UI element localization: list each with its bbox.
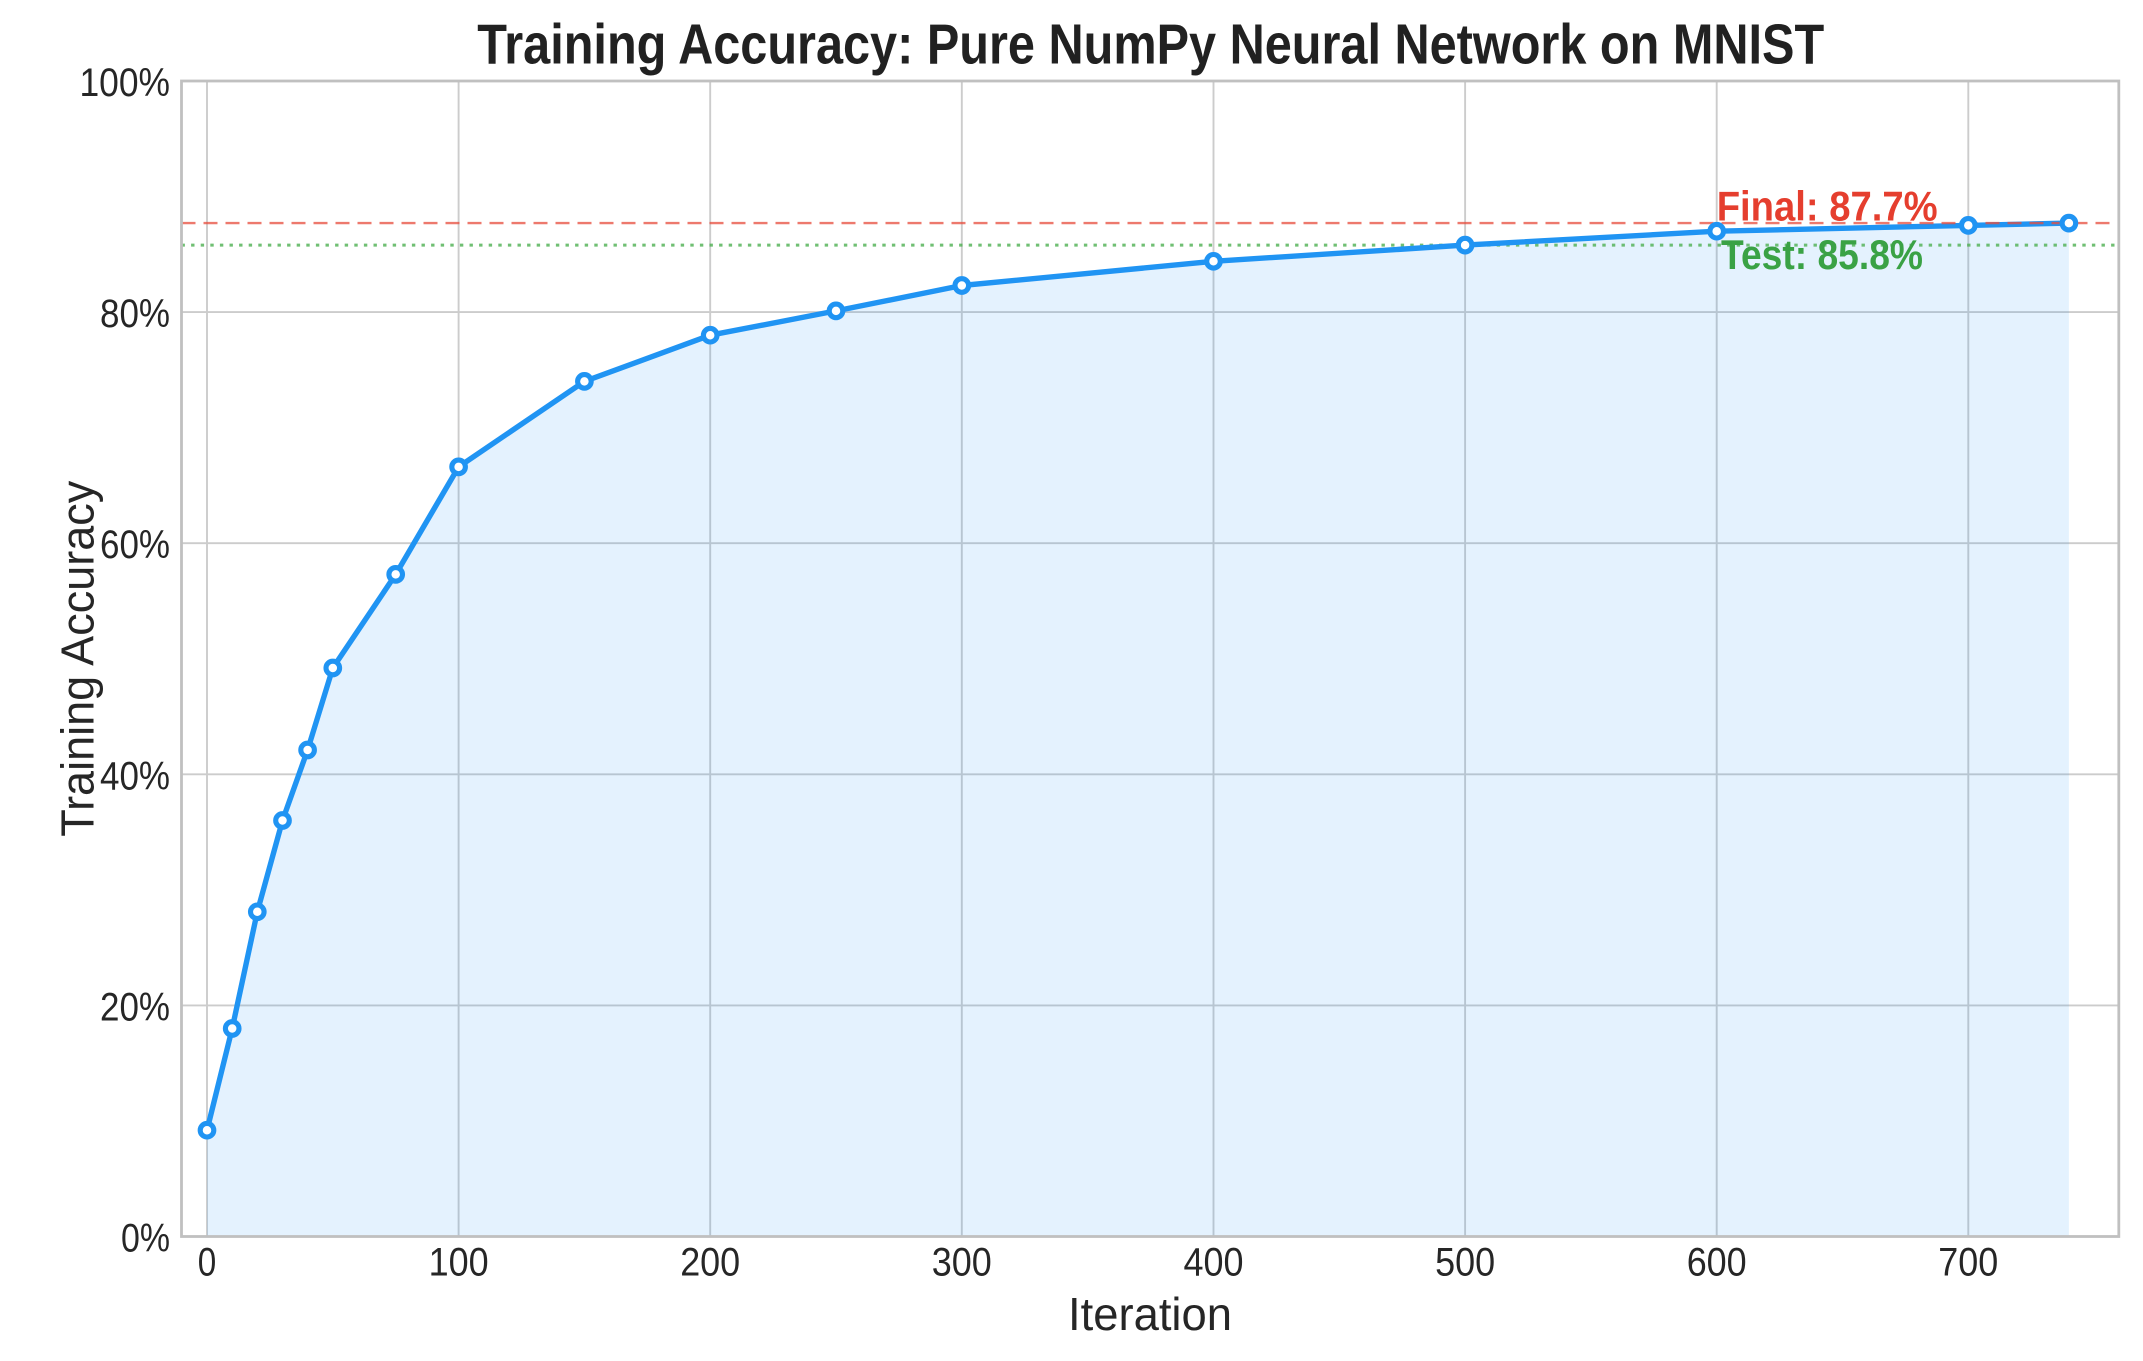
svg-text:100: 100 [429, 1241, 489, 1285]
svg-text:40%: 40% [100, 754, 170, 798]
svg-text:100%: 100% [80, 61, 171, 105]
svg-text:Final: 87.7%: Final: 87.7% [1717, 183, 1938, 230]
svg-text:Training Accuracy: Pure NumPy: Training Accuracy: Pure NumPy Neural Net… [477, 13, 1824, 77]
svg-text:600: 600 [1687, 1241, 1747, 1285]
svg-text:0: 0 [198, 1241, 217, 1285]
svg-text:400: 400 [1184, 1241, 1244, 1285]
svg-text:300: 300 [932, 1241, 992, 1285]
svg-text:Training Accuracy: Training Accuracy [52, 480, 104, 837]
svg-text:500: 500 [1435, 1241, 1495, 1285]
svg-text:Iteration: Iteration [1068, 1288, 1232, 1340]
svg-text:Test: 85.8%: Test: 85.8% [1721, 231, 1923, 278]
svg-text:60%: 60% [100, 523, 170, 567]
svg-text:200: 200 [680, 1241, 740, 1285]
svg-text:20%: 20% [100, 985, 170, 1029]
svg-text:700: 700 [1938, 1241, 1998, 1285]
svg-text:80%: 80% [100, 292, 170, 336]
svg-text:0%: 0% [121, 1217, 170, 1261]
